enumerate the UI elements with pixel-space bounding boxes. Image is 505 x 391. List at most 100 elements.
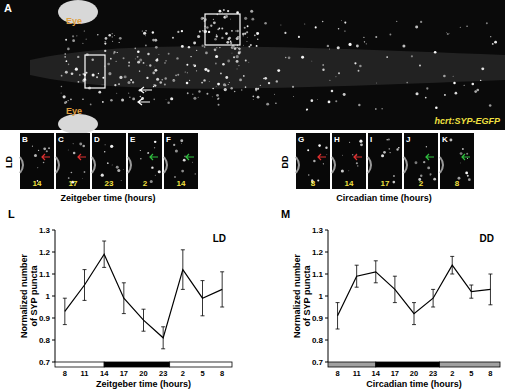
puncta (161, 79, 163, 81)
puncta (264, 22, 267, 25)
puncta (149, 64, 151, 66)
puncta (465, 172, 468, 175)
puncta (308, 174, 310, 176)
puncta (75, 68, 78, 71)
puncta (464, 85, 465, 86)
puncta (274, 93, 276, 95)
puncta (152, 72, 155, 75)
arrow (150, 154, 158, 160)
puncta (481, 67, 484, 70)
puncta (280, 24, 282, 26)
puncta (375, 82, 377, 84)
error-bar (181, 250, 185, 290)
puncta (196, 50, 197, 51)
puncta (208, 31, 210, 33)
y-tick-label: 1.3 (39, 226, 51, 235)
micrograph (368, 133, 402, 189)
puncta (48, 147, 50, 149)
eye-label: Eye (66, 16, 82, 26)
puncta (119, 37, 122, 40)
puncta (238, 52, 241, 55)
puncta (216, 47, 217, 48)
micrograph (56, 133, 90, 189)
y-tick (325, 274, 328, 275)
puncta (128, 65, 130, 67)
puncta (137, 51, 140, 54)
puncta (65, 39, 67, 41)
puncta (396, 21, 397, 22)
arrow (138, 99, 150, 105)
puncta (452, 75, 454, 77)
tissue (92, 157, 95, 173)
puncta (215, 63, 217, 65)
puncta (127, 81, 130, 84)
y-axis-title: Normalized number (292, 253, 302, 338)
puncta (82, 177, 84, 179)
puncta (490, 36, 491, 37)
puncta (156, 78, 159, 81)
puncta (360, 143, 363, 146)
time-label: 14 (177, 179, 186, 188)
puncta (301, 56, 304, 59)
puncta (129, 96, 131, 98)
puncta (117, 52, 118, 53)
y-tick-label: 0.8 (39, 336, 51, 345)
puncta (120, 180, 122, 182)
puncta (154, 147, 155, 148)
puncta (293, 95, 295, 97)
y-tick (52, 318, 55, 319)
puncta (110, 58, 112, 60)
puncta (117, 169, 120, 172)
puncta (199, 30, 201, 32)
puncta (415, 25, 418, 28)
puncta (147, 152, 149, 154)
error-bar (469, 285, 473, 298)
puncta (119, 76, 122, 79)
puncta (335, 100, 337, 102)
arrow (354, 154, 362, 160)
puncta (72, 39, 75, 42)
puncta (201, 17, 204, 20)
error-bar (122, 283, 126, 314)
puncta (375, 108, 377, 110)
condition-label: LD (4, 156, 14, 168)
puncta (198, 97, 199, 98)
puncta (252, 95, 254, 97)
axis-title: Circadian time (hours) (336, 193, 432, 203)
puncta (254, 34, 256, 36)
puncta (239, 48, 241, 50)
puncta (192, 94, 193, 95)
puncta (322, 69, 324, 71)
puncta (107, 162, 109, 164)
puncta (79, 143, 82, 146)
panel-strip: LDB14C17D23E2F14Zeitgeber time (hours) (4, 133, 198, 203)
puncta (343, 93, 346, 96)
puncta (389, 34, 391, 36)
panel-letter: L (8, 208, 15, 220)
puncta (220, 73, 222, 75)
puncta (420, 175, 422, 177)
puncta (202, 17, 204, 19)
puncta (236, 37, 239, 40)
puncta (243, 75, 245, 77)
puncta (64, 53, 66, 55)
puncta (116, 93, 117, 94)
puncta (310, 99, 313, 102)
puncta (466, 25, 468, 27)
y-tick (325, 252, 328, 253)
puncta (110, 145, 113, 148)
puncta (43, 162, 45, 164)
error-bar (336, 303, 340, 329)
error-bar (220, 272, 224, 307)
puncta (46, 150, 48, 152)
puncta (121, 98, 124, 101)
puncta (213, 21, 216, 24)
y-tick-label: 0.7 (39, 358, 51, 367)
error-bar (412, 303, 416, 325)
y-tick-label: 1 (319, 292, 324, 301)
puncta (393, 175, 395, 177)
puncta (118, 83, 120, 85)
puncta (226, 41, 229, 44)
puncta (467, 158, 468, 159)
puncta (214, 38, 217, 41)
